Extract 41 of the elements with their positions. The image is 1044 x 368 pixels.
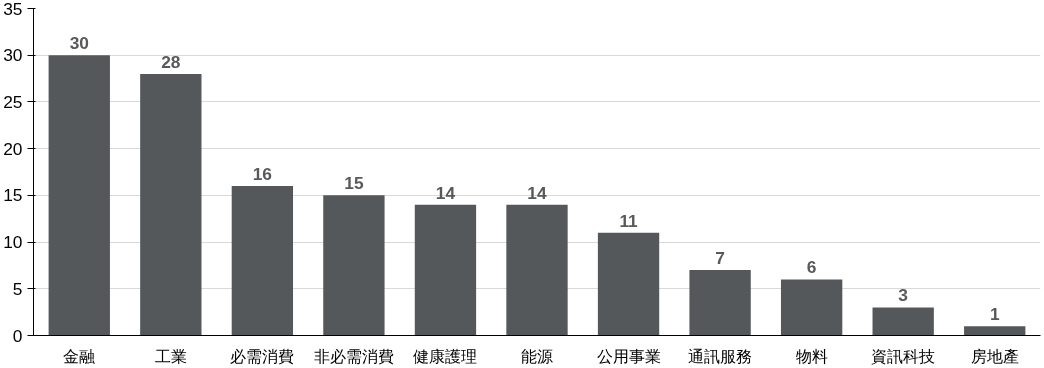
bar bbox=[964, 326, 1026, 336]
x-tick-label: 房地產 bbox=[970, 346, 1019, 366]
x-tick-label: 物料 bbox=[795, 346, 828, 366]
x-tick-label: 必需消費 bbox=[230, 346, 295, 366]
x-tick-label: 金融 bbox=[63, 346, 96, 366]
bar bbox=[780, 279, 843, 336]
x-tick-label: 非必需消費 bbox=[313, 346, 394, 366]
bar bbox=[872, 307, 934, 336]
x-tick-label: 工業 bbox=[154, 346, 187, 366]
bar bbox=[506, 204, 568, 336]
bar bbox=[597, 232, 660, 336]
y-tick-label: 35 bbox=[3, 0, 23, 19]
data-label: 30 bbox=[69, 33, 89, 54]
bar bbox=[231, 186, 294, 336]
data-label: 7 bbox=[715, 248, 725, 269]
data-label: 15 bbox=[344, 173, 364, 194]
y-tick-label: 30 bbox=[3, 45, 23, 66]
data-label: 28 bbox=[161, 51, 181, 72]
bar bbox=[140, 73, 202, 336]
x-tick-label: 通訊服務 bbox=[688, 346, 753, 366]
x-tick-label: 能源 bbox=[521, 346, 553, 366]
y-tick-label: 15 bbox=[3, 185, 23, 206]
bar bbox=[414, 204, 477, 336]
y-tick-label: 25 bbox=[3, 91, 23, 112]
data-label: 1 bbox=[989, 304, 1000, 325]
x-tick-label: 健康護理 bbox=[413, 346, 478, 366]
y-tick-label: 20 bbox=[3, 138, 23, 159]
y-tick-label: 0 bbox=[12, 325, 23, 346]
data-label: 14 bbox=[527, 182, 547, 203]
y-tick-label: 5 bbox=[12, 278, 23, 299]
data-label: 11 bbox=[619, 210, 639, 231]
x-tick-label: 資訊科技 bbox=[871, 346, 936, 366]
bar bbox=[323, 195, 385, 336]
y-tick-label: 10 bbox=[3, 232, 23, 253]
data-label: 3 bbox=[898, 285, 909, 306]
bar bbox=[48, 55, 110, 336]
data-label: 14 bbox=[435, 182, 456, 203]
x-tick-label: 公用事業 bbox=[596, 346, 661, 366]
data-label: 16 bbox=[252, 164, 273, 185]
bar bbox=[689, 270, 751, 336]
data-label: 6 bbox=[806, 257, 817, 278]
